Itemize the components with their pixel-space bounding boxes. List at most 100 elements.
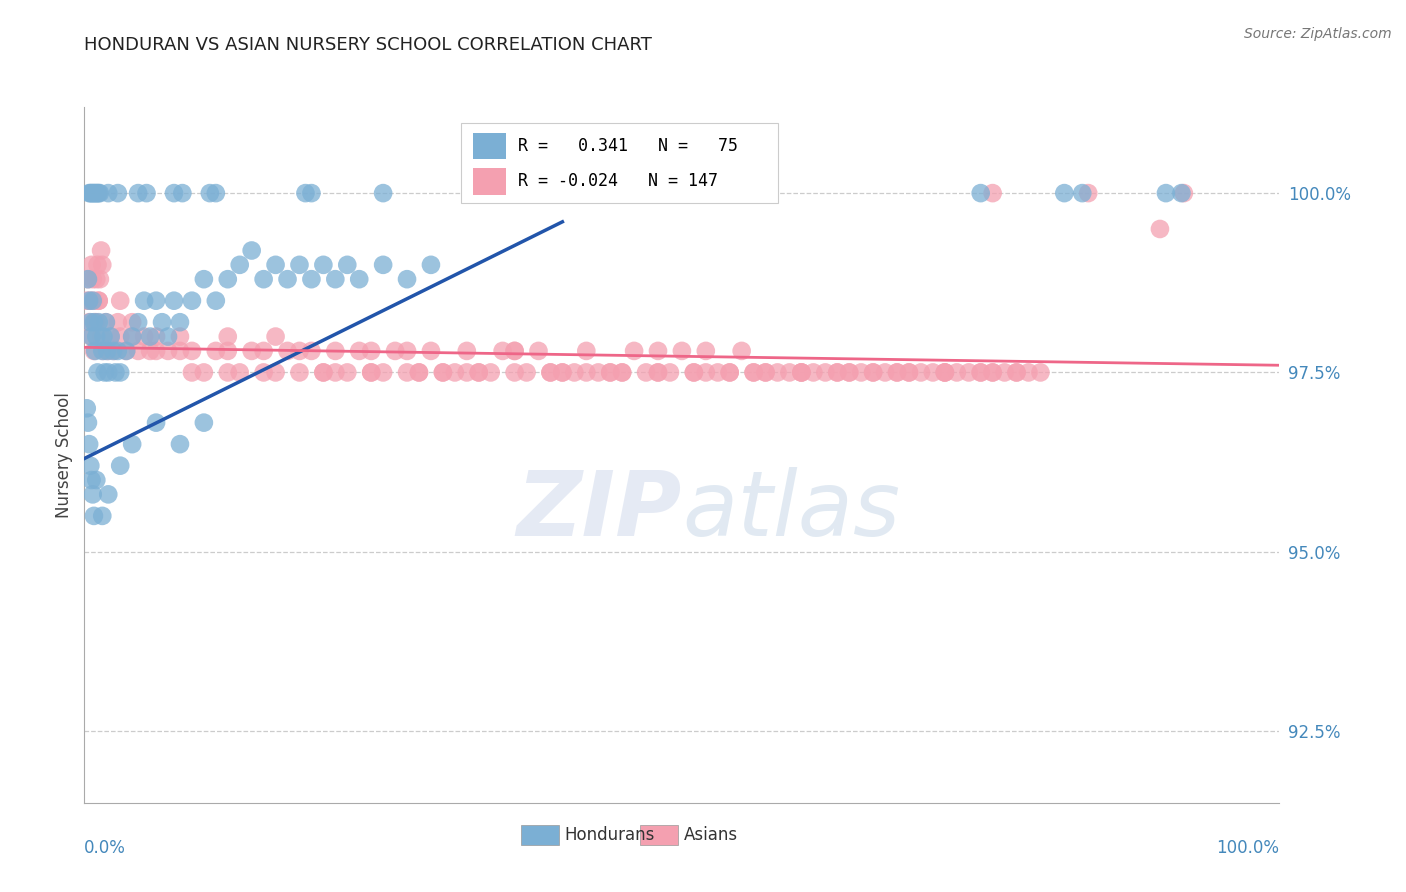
Point bbox=[294, 186, 316, 200]
Point bbox=[827, 366, 849, 380]
Point bbox=[110, 458, 132, 473]
Point bbox=[84, 186, 107, 200]
Point bbox=[1077, 186, 1099, 200]
Point bbox=[742, 366, 765, 380]
Point bbox=[1018, 366, 1040, 380]
Point bbox=[96, 343, 118, 358]
Point bbox=[79, 186, 101, 200]
Point bbox=[957, 366, 980, 380]
Point bbox=[647, 366, 669, 380]
Point bbox=[408, 366, 430, 380]
Point bbox=[217, 272, 239, 286]
Point bbox=[301, 343, 323, 358]
Point bbox=[97, 366, 120, 380]
Point bbox=[862, 366, 884, 380]
Point bbox=[127, 343, 149, 358]
Point bbox=[503, 366, 526, 380]
Point bbox=[312, 366, 335, 380]
Point bbox=[94, 315, 117, 329]
Point bbox=[349, 272, 371, 286]
Bar bbox=[472, 169, 506, 194]
Point bbox=[77, 272, 100, 286]
Point bbox=[132, 329, 156, 343]
Point bbox=[139, 329, 162, 343]
Point bbox=[77, 272, 100, 286]
Point bbox=[87, 293, 110, 308]
Point bbox=[157, 329, 180, 343]
Point bbox=[301, 272, 323, 286]
Point bbox=[1053, 186, 1076, 200]
Point bbox=[803, 366, 825, 380]
Point bbox=[82, 272, 104, 286]
Point bbox=[312, 258, 335, 272]
Point bbox=[181, 366, 204, 380]
Point bbox=[82, 293, 104, 308]
Point bbox=[981, 186, 1004, 200]
Point bbox=[575, 366, 598, 380]
Point bbox=[503, 343, 526, 358]
Point bbox=[93, 343, 115, 358]
Point bbox=[91, 258, 114, 272]
Point bbox=[205, 186, 228, 200]
Bar bbox=[520, 825, 558, 845]
Point bbox=[240, 244, 263, 258]
Point bbox=[87, 186, 110, 200]
Point bbox=[193, 366, 215, 380]
Point bbox=[169, 343, 191, 358]
Point bbox=[100, 329, 122, 343]
Text: HONDURAN VS ASIAN NURSERY SCHOOL CORRELATION CHART: HONDURAN VS ASIAN NURSERY SCHOOL CORRELA… bbox=[84, 36, 652, 54]
Point bbox=[862, 366, 884, 380]
Text: 100.0%: 100.0% bbox=[1216, 838, 1279, 856]
Point bbox=[107, 186, 129, 200]
Point bbox=[373, 258, 395, 272]
Point bbox=[420, 343, 443, 358]
Point bbox=[86, 272, 108, 286]
Point bbox=[1029, 366, 1052, 380]
Point bbox=[93, 366, 115, 380]
Point bbox=[683, 366, 706, 380]
Point bbox=[97, 343, 120, 358]
Bar bbox=[472, 133, 506, 159]
Point bbox=[77, 293, 100, 308]
Point bbox=[360, 343, 382, 358]
Point bbox=[934, 366, 956, 380]
Text: R =   0.341   N =   75: R = 0.341 N = 75 bbox=[519, 137, 738, 155]
Point bbox=[396, 272, 419, 286]
Point bbox=[172, 186, 194, 200]
Point bbox=[599, 366, 621, 380]
Point bbox=[790, 366, 813, 380]
Point bbox=[107, 343, 129, 358]
Point bbox=[301, 186, 323, 200]
Point bbox=[107, 315, 129, 329]
Point bbox=[396, 366, 419, 380]
Point bbox=[325, 366, 347, 380]
Point bbox=[217, 343, 239, 358]
Point bbox=[76, 293, 98, 308]
Point bbox=[838, 366, 860, 380]
Point bbox=[886, 366, 908, 380]
Point bbox=[80, 186, 103, 200]
Point bbox=[121, 329, 143, 343]
Point bbox=[325, 272, 347, 286]
Point bbox=[1149, 222, 1171, 236]
Point bbox=[336, 366, 359, 380]
Point bbox=[83, 343, 105, 358]
Point bbox=[84, 343, 107, 358]
Point bbox=[707, 366, 730, 380]
Point bbox=[934, 366, 956, 380]
Point bbox=[115, 343, 138, 358]
Point bbox=[181, 343, 204, 358]
Point bbox=[647, 343, 669, 358]
Point bbox=[790, 366, 813, 380]
Point bbox=[683, 366, 706, 380]
Point bbox=[181, 293, 204, 308]
Point bbox=[110, 329, 132, 343]
Point bbox=[755, 366, 778, 380]
Point bbox=[77, 315, 100, 329]
Point bbox=[718, 366, 741, 380]
Point bbox=[83, 186, 105, 200]
Point bbox=[121, 437, 143, 451]
Point bbox=[80, 258, 103, 272]
Point bbox=[1005, 366, 1028, 380]
Point bbox=[84, 315, 107, 329]
